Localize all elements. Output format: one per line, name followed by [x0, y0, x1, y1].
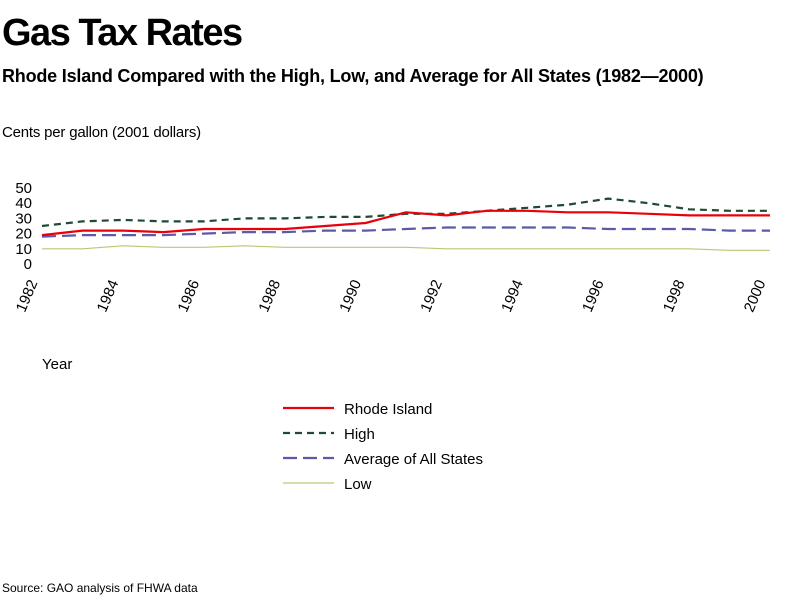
legend-label-average-of-all-states: Average of All States [344, 451, 483, 468]
legend-label-low: Low [344, 476, 372, 493]
x-tick-label-1998: 1998 [660, 277, 689, 314]
y-tick-label-0: 0 [24, 256, 32, 273]
x-tick-label-1984: 1984 [94, 277, 123, 314]
x-tick-label-1990: 1990 [336, 277, 365, 314]
x-tick-label-2000: 2000 [741, 277, 770, 314]
x-tick-label-1982: 1982 [13, 277, 42, 314]
y-tick-label-40: 40 [15, 195, 32, 212]
legend: Rhode Island High Average of All States Low [283, 401, 483, 493]
legend-label-high: High [344, 426, 375, 443]
legend-label-rhode-island: Rhode Island [344, 401, 432, 418]
x-tick-label-1986: 1986 [175, 277, 204, 314]
y-tick-label-20: 20 [15, 226, 32, 243]
source-note: Source: GAO analysis of FHWA data [2, 581, 198, 595]
x-tick-label-1996: 1996 [579, 277, 608, 314]
x-tick-label-1988: 1988 [255, 277, 284, 314]
series-line-high [41, 197, 770, 228]
x-tick-label-1994: 1994 [498, 277, 527, 314]
chart-subtitle: Rhode Island Compared with the High, Low… [2, 66, 704, 86]
y-axis-label: Cents per gallon (2001 dollars) [2, 124, 201, 141]
y-tick-label-50: 50 [15, 180, 32, 197]
series-lines [41, 197, 770, 251]
series-line-rhode-island [41, 209, 770, 237]
y-tick-label-10: 10 [15, 241, 32, 258]
chart-title: Gas Tax Rates [2, 12, 243, 54]
series-line-low [42, 245, 770, 251]
x-axis-ticks: 1982 1984 1986 1988 1990 1992 1994 1996 1998 2000 [13, 277, 770, 314]
y-tick-label-30: 30 [15, 210, 32, 227]
series-line-average-of-all-states [41, 226, 770, 238]
x-axis-label: Year [42, 356, 73, 373]
x-tick-label-1992: 1992 [417, 277, 446, 314]
